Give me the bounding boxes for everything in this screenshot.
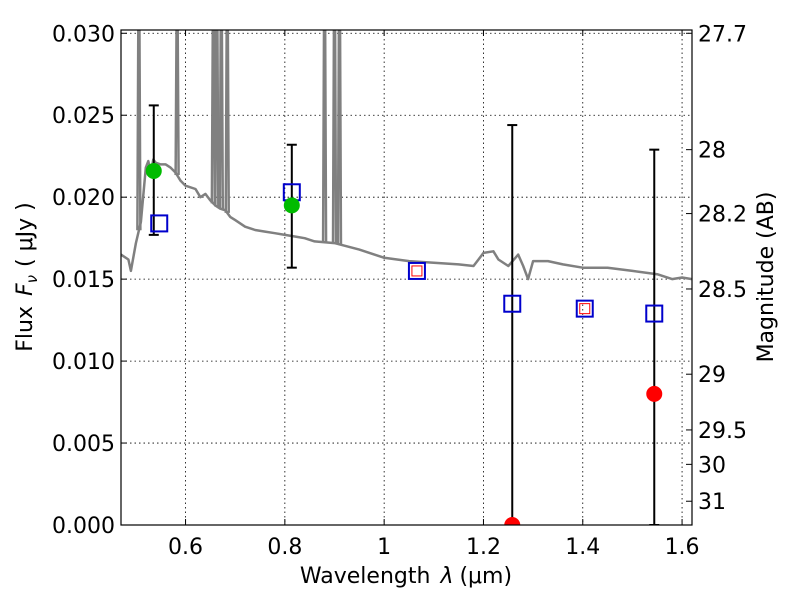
x-tick-label: 1.2 <box>466 535 501 560</box>
emission-line-spike <box>224 30 230 213</box>
y-tick-label: 0.010 <box>52 350 115 375</box>
y2-tick-label: 28.2 <box>698 203 747 228</box>
y-tick-label: 0.025 <box>52 104 115 129</box>
y-tick-label: 0.000 <box>52 514 115 539</box>
emission-line-spike <box>321 30 328 243</box>
x-tick-label: 0.8 <box>267 535 302 560</box>
y2-tick-label: 28.5 <box>698 278 747 303</box>
axes-ticks: 0.6 0.8 1 1.2 1.4 1.6 0.000 0.005 0.010 0.015 0.02… <box>52 22 747 560</box>
x-tick-label: 1 <box>377 535 391 560</box>
observed-flux-point <box>145 162 162 179</box>
y2-tick-label: 31 <box>698 490 726 515</box>
y-tick-label: 0.030 <box>52 22 115 47</box>
emission-line-spike <box>214 30 220 207</box>
x-axis-label: Wavelength λ (μm) <box>300 564 512 589</box>
observed-flux-point <box>283 197 300 214</box>
y2-tick-label: 29 <box>698 363 726 388</box>
y2-tick-label: 28 <box>698 139 726 164</box>
plot-frame <box>120 29 693 526</box>
model-flux-square <box>407 261 426 280</box>
emission-line-spike <box>331 30 338 244</box>
y-tick-label: 0.005 <box>52 432 115 457</box>
emission-line-spike <box>210 30 217 204</box>
x-tick-label: 1.6 <box>665 535 700 560</box>
plot-area <box>121 30 692 525</box>
y2-tick-label: 29.5 <box>698 419 747 444</box>
y2-axis-label: Magnitude (AB) <box>754 192 779 363</box>
y-axis-label: FluxFν( μJy ) <box>13 202 41 351</box>
model-flux-square <box>645 304 664 323</box>
x-tick-label: 1.4 <box>565 535 600 560</box>
y-tick-label: 0.015 <box>52 268 115 293</box>
y2-tick-label: 27.7 <box>698 22 747 47</box>
emission-line-spike <box>136 30 142 231</box>
emission-line-spike <box>174 30 180 176</box>
model-flux-square-inner <box>411 265 423 277</box>
y2-tick-label: 30 <box>698 453 726 478</box>
observed-flux-point <box>646 385 663 402</box>
y-tick-label: 0.020 <box>52 186 115 211</box>
model-flux-square <box>503 294 522 313</box>
model-flux-square-inner <box>579 303 591 315</box>
emission-line-spike <box>336 30 343 245</box>
model-flux-square <box>575 299 594 318</box>
model-flux-square <box>150 214 169 233</box>
x-tick-label: 0.6 <box>168 535 203 560</box>
template-spectrum-line <box>121 158 692 281</box>
observed-flux-point <box>504 517 521 525</box>
emission-line-spike <box>218 30 225 209</box>
